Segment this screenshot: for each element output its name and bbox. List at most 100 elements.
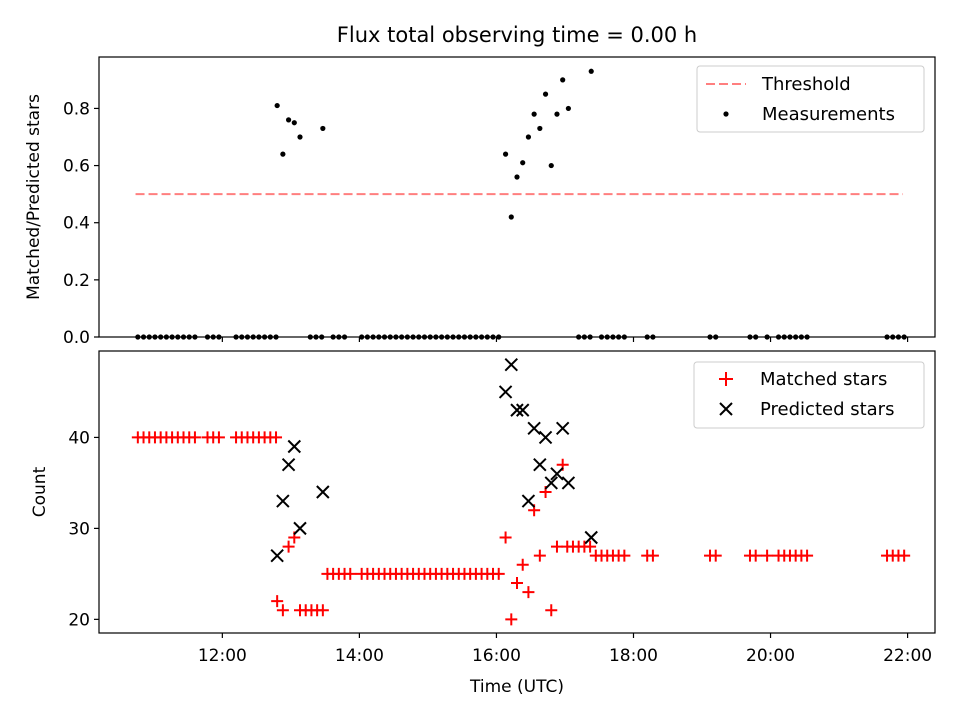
x-tick-label: 22:00 [883,646,932,666]
x-axis-label: Time (UTC) [469,677,564,697]
predicted-star-point [516,403,530,417]
top-y-ticks: 0.0 0.2 0.4 0.6 0.8 [63,99,99,348]
top-y-tick-label: 0.4 [63,214,90,234]
top-y-axis-label: Matched/Predicted stars [24,94,44,300]
legend-measurements-label: Measurements [762,104,895,125]
matched-star-point [511,576,523,589]
predicted-star-point [527,421,541,436]
matched-star-point [584,540,597,553]
legend-predicted-swatch [719,402,733,416]
measurement-point [520,160,526,166]
x-tick-label: 12:00 [198,646,247,666]
measurement-point [320,125,326,132]
measurement-point [537,125,543,132]
matched-star-point [533,549,546,562]
predicted-star-point [533,458,547,472]
top-y-tick-label: 0.8 [63,99,90,119]
measurement-point [542,91,549,97]
predicted-star-point [550,467,564,481]
matched-star-point [499,531,512,544]
matched-star-point [505,613,518,626]
measurement-point [565,105,571,112]
top-legend-box [696,65,925,133]
predicted-star-point [276,494,290,508]
predicted-star-point [510,403,524,417]
measurement-point [548,162,554,169]
measurement-point [508,214,514,220]
predicted-star-point [555,421,570,436]
matched-star-point [646,549,659,562]
top-x-ticks [221,337,909,342]
measurement-point [274,102,280,109]
matched-star-point [316,604,329,617]
matched-star-point [749,549,762,562]
matched-star-point [492,567,505,580]
predicted-star-point [521,494,536,508]
measurement-point [297,134,303,140]
matched-star-point [522,586,535,599]
matched-star-point [709,549,722,562]
bottom-plot-marks [131,357,911,626]
bottom-y-tick-label: 20 [68,610,90,630]
bottom-axes-frame [98,350,936,634]
legend-matched-label: Matched stars [760,369,887,390]
matched-star-point [276,604,289,617]
x-tick-label: 14:00 [335,646,384,666]
legend-measurements-swatch [723,111,729,117]
measurement-point [531,111,537,117]
chart-title: Flux total observing time = 0.00 h [337,23,697,47]
predicted-star-point [544,476,558,490]
top-panel: 0.00.20.40.60.8 Matched/Predicted stars … [24,56,936,348]
bottom-y-ticks: 20 30 40 [68,428,99,630]
predicted-star-point [498,385,513,399]
bottom-y-axis-label: Count [30,466,50,517]
measurement-point [285,117,292,123]
measurement-point [280,151,286,157]
bottom-legend: Matched stars Predicted stars [693,361,925,429]
top-y-tick-label: 0.6 [63,157,90,177]
predicted-star-point [270,548,284,563]
x-tick-label: 18:00 [609,646,658,666]
x-tick-label: 20:00 [746,646,795,666]
matched-star-point [212,431,225,444]
predicted-star-point [281,458,296,472]
predicted-star-point [293,521,307,536]
matched-star-point [801,549,814,562]
matched-star-point [550,540,563,553]
legend-matched-swatch [719,372,733,386]
bottom-y-tick-label: 40 [68,428,90,448]
matched-star-point [270,431,283,444]
matched-star-point [271,595,284,608]
measurement-point [502,151,509,157]
predicted-star-point [287,439,302,454]
matched-star-point [282,540,295,553]
top-y-tick-label: 0.2 [63,271,90,291]
bottom-y-tick-label: 30 [68,519,90,539]
top-legend: Threshold Measurements [696,65,925,133]
measurement-point [525,134,532,140]
predicted-star-point [316,485,330,499]
matched-star-point [344,567,357,580]
matched-star-point [618,549,631,562]
predicted-star-point [538,430,553,445]
measurement-point [588,68,594,74]
measurement-point [291,120,297,126]
top-y-tick-label: 0.0 [63,328,90,348]
matched-star-point [516,558,529,571]
measurement-point [560,77,566,83]
legend-threshold-label: Threshold [761,74,851,95]
predicted-star-point [584,530,598,545]
predicted-star-point [504,357,518,372]
bottom-x-ticks: 12:00 14:00 16:00 18:00 20:00 22:00 [198,633,932,666]
bottom-legend-box [693,361,925,429]
matched-star-point [761,549,774,562]
x-tick-label: 16:00 [472,646,521,666]
matched-star-point [545,604,558,617]
legend-predicted-label: Predicted stars [760,399,894,420]
matched-star-point [898,549,911,562]
predicted-star-point [561,476,576,490]
measurement-point [514,174,520,180]
measurement-point [554,111,560,117]
bottom-panel: 20 30 40 12:00 14:00 16:00 18:00 20:00 22:00 Co… [30,350,936,697]
